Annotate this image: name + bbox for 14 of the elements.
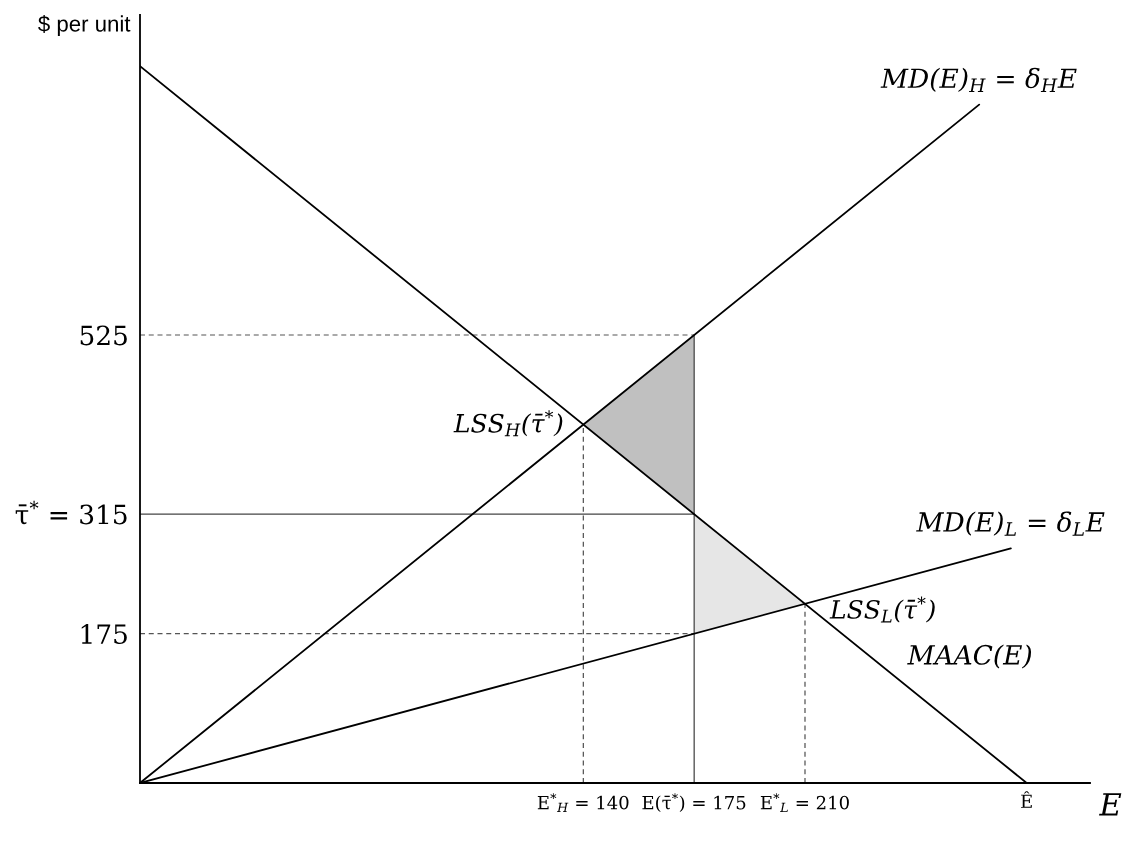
x-axis-title: E (1099, 793, 1122, 816)
annotation: LSS$_{L}$(τ̄$^{*}$) (829, 596, 935, 623)
y-axis-title: $ per unit (38, 15, 131, 37)
x-tick-label: E$^{*}$$_{L}$ = 210 (760, 793, 849, 812)
series-label: MD(E)$_{L}$ = δ$_{L}$E (916, 511, 1105, 536)
series-label: MAAC(E) (907, 644, 1032, 669)
annotation: LSS$_{H}$(τ̄$^{*}$) (453, 410, 563, 437)
y-tick-label: τ̄$^{*}$ = 315 (15, 500, 127, 525)
x-tick-label: E$^{*}$$_{H}$ = 140 (537, 793, 629, 812)
x-tick-label: Ê (1021, 791, 1032, 808)
x-tick-label: E(τ̄$^{*}$) = 175 (642, 793, 746, 812)
series-label: MD(E)$_{H}$ = δ$_{H}$E (880, 67, 1077, 92)
y-tick-label: 525 (80, 325, 127, 346)
y-tick-label: 175 (81, 624, 127, 645)
